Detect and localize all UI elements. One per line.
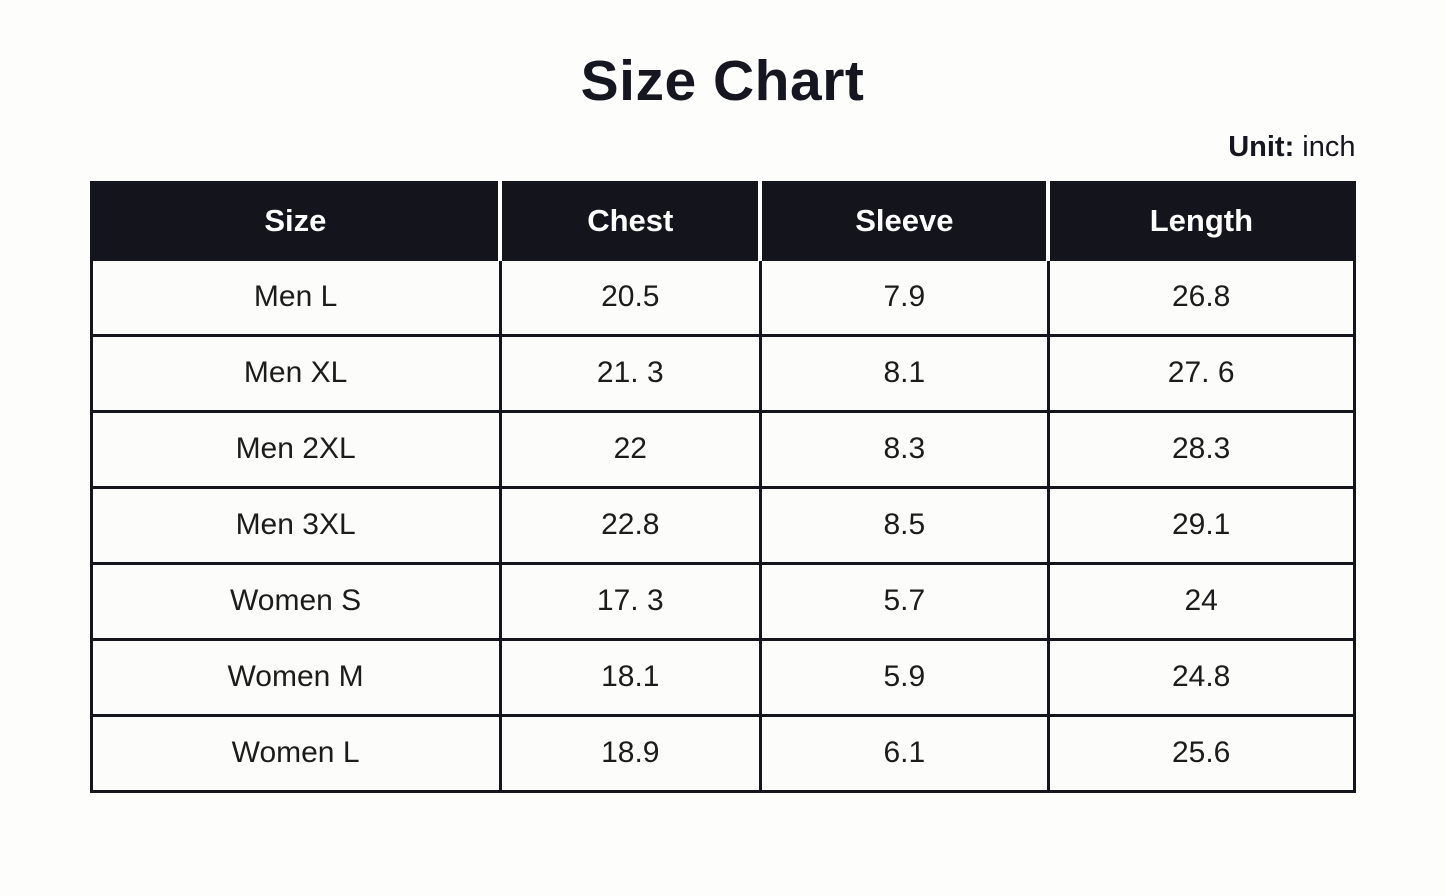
chest-cell: 17. 3 <box>498 561 762 641</box>
column-header-length: Length <box>1046 180 1356 261</box>
table-header-row: Size Chest Sleeve Length <box>89 180 1356 261</box>
table-row: Men XL 21. 3 8.1 27. 6 <box>89 333 1356 413</box>
table-container: Unit: inch Size Chest Sleeve Length Men … <box>89 130 1356 793</box>
chest-cell: 18.9 <box>498 713 762 793</box>
length-cell: 27. 6 <box>1046 333 1356 413</box>
size-cell: Men XL <box>89 333 502 413</box>
size-cell: Men 2XL <box>89 409 502 489</box>
size-cell: Women S <box>89 561 502 641</box>
size-cell: Men L <box>89 257 502 337</box>
table-row: Women S 17. 3 5.7 24 <box>89 561 1356 641</box>
length-cell: 24.8 <box>1046 637 1356 717</box>
column-header-size: Size <box>89 180 502 261</box>
table-row: Men 2XL 22 8.3 28.3 <box>89 409 1356 489</box>
unit-label: Unit: <box>1228 130 1295 163</box>
table-row: Men 3XL 22.8 8.5 29.1 <box>89 485 1356 565</box>
chest-cell: 21. 3 <box>498 333 762 413</box>
page-title: Size Chart <box>580 49 865 113</box>
length-cell: 28.3 <box>1046 409 1356 489</box>
size-cell: Women M <box>89 637 502 717</box>
size-cell: Women L <box>89 713 502 793</box>
table-row: Women M 18.1 5.9 24.8 <box>89 637 1356 717</box>
unit-value: inch <box>1294 130 1356 163</box>
column-header-sleeve: Sleeve <box>758 180 1050 261</box>
sleeve-cell: 6.1 <box>758 713 1050 793</box>
length-cell: 25.6 <box>1046 713 1356 793</box>
column-header-chest: Chest <box>498 180 762 261</box>
table-row: Women L 18.9 6.1 25.6 <box>89 713 1356 793</box>
sleeve-cell: 8.5 <box>758 485 1050 565</box>
sleeve-cell: 8.3 <box>758 409 1050 489</box>
sleeve-cell: 7.9 <box>758 257 1050 337</box>
size-table: Size Chest Sleeve Length Men L 20.5 7.9 … <box>89 180 1356 793</box>
chest-cell: 22 <box>498 409 762 489</box>
length-cell: 29.1 <box>1046 485 1356 565</box>
chest-cell: 18.1 <box>498 637 762 717</box>
table-row: Men L 20.5 7.9 26.8 <box>89 257 1356 337</box>
size-cell: Men 3XL <box>89 485 502 565</box>
length-cell: 24 <box>1046 561 1356 641</box>
unit-line: Unit: inch <box>90 130 1356 165</box>
chest-cell: 22.8 <box>498 485 762 565</box>
sleeve-cell: 8.1 <box>758 333 1050 413</box>
sleeve-cell: 5.7 <box>758 561 1050 641</box>
sleeve-cell: 5.9 <box>758 637 1050 717</box>
length-cell: 26.8 <box>1046 257 1356 337</box>
chest-cell: 20.5 <box>498 257 762 337</box>
